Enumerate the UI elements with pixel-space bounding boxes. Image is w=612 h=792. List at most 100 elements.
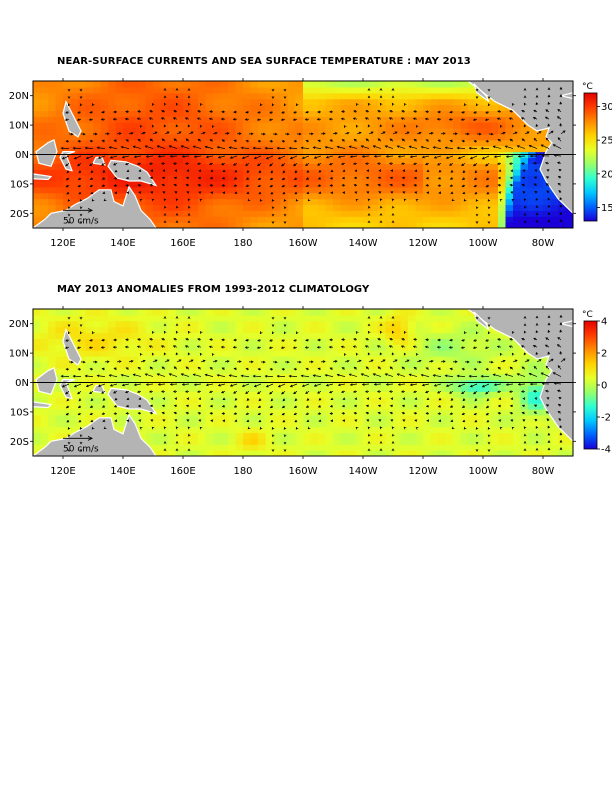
current-arrowhead (283, 96, 287, 100)
current-arrowhead (508, 345, 512, 348)
current-arrowhead (545, 404, 549, 407)
current-arrowhead (403, 102, 407, 106)
current-arrowhead (511, 426, 515, 430)
current-arrowhead (292, 346, 296, 349)
current-arrowhead (161, 338, 165, 341)
current-arrowhead (415, 427, 419, 430)
current-arrowhead (316, 117, 320, 121)
current-arrowhead (172, 162, 176, 165)
current-arrowhead (487, 198, 491, 202)
current-arrowhead (379, 220, 383, 224)
current-arrowhead (547, 204, 551, 208)
current-arrowhead (250, 132, 254, 136)
current-arrowhead (510, 397, 514, 401)
current-arrowhead (163, 87, 167, 91)
current-arrowhead (89, 412, 93, 416)
current-arrowhead (480, 374, 484, 378)
current-arrowhead (341, 367, 345, 370)
current-arrow (361, 145, 370, 149)
current-arrowhead (113, 176, 117, 180)
current-arrowhead (547, 123, 551, 127)
current-arrowhead (77, 184, 81, 188)
current-arrowhead (546, 190, 550, 194)
current-arrowhead (245, 367, 249, 371)
current-arrowhead (348, 373, 352, 377)
current-arrowhead (221, 338, 225, 342)
current-arrowhead (91, 426, 95, 430)
current-arrowhead (65, 184, 69, 188)
current-arrowhead (305, 412, 309, 416)
current-arrowhead (557, 389, 560, 393)
current-arrowhead (118, 360, 122, 363)
current-arrowhead (559, 329, 563, 333)
colorbar-tick-label: -4 (601, 445, 611, 456)
current-arrowhead (250, 360, 254, 364)
current-arrowhead (173, 366, 177, 370)
current-arrowhead (186, 419, 190, 422)
current-arrowhead (461, 391, 464, 395)
current-arrowhead (343, 125, 347, 128)
current-arrow (506, 383, 514, 386)
current-arrowhead (322, 360, 326, 363)
current-arrowhead (330, 397, 334, 401)
current-arrowhead (234, 191, 238, 195)
current-arrowhead (365, 366, 369, 370)
current-arrowhead (397, 383, 401, 386)
current-arrowhead (324, 146, 328, 149)
lon-label: 80W (532, 238, 555, 249)
current-arrowhead (289, 156, 293, 160)
current-arrow (518, 383, 526, 385)
current-arrowhead (403, 330, 407, 334)
current-arrowhead (516, 373, 520, 376)
current-arrowhead (497, 404, 501, 408)
current-arrowhead (151, 102, 155, 106)
current-arrowhead (378, 169, 382, 172)
current-arrowhead (376, 117, 380, 120)
current-arrow (386, 383, 394, 385)
current-arrowhead (329, 176, 333, 180)
current-arrowhead (283, 103, 287, 107)
current-arrowhead (175, 102, 179, 106)
current-arrow (121, 146, 130, 149)
current-arrowhead (463, 426, 467, 430)
current-arrowhead (499, 427, 503, 430)
current-arrow (385, 373, 394, 377)
current-arrowhead (449, 391, 452, 394)
current-arrowhead (341, 338, 345, 341)
current-arrowhead (77, 163, 80, 167)
current-arrowhead (269, 139, 273, 143)
current-arrowhead (360, 373, 364, 376)
current-arrowhead (367, 95, 371, 99)
current-arrowhead (78, 398, 82, 402)
current-arrowhead (101, 412, 105, 416)
current-arrow (446, 383, 454, 387)
current-arrow (266, 155, 274, 160)
current-arrowhead (148, 390, 152, 393)
current-arrowhead (379, 124, 383, 128)
current-arrowhead (376, 345, 380, 348)
current-arrowhead (391, 205, 395, 209)
current-arrowhead (100, 118, 104, 121)
current-arrowhead (413, 404, 417, 408)
current-arrowhead (523, 205, 527, 209)
current-arrowhead (233, 163, 236, 166)
current-arrowhead (498, 191, 502, 194)
current-vectors (60, 86, 566, 224)
current-arrow (517, 373, 526, 377)
current-arrowhead (161, 138, 165, 142)
current-arrowhead (185, 404, 189, 408)
current-arrowhead (522, 419, 526, 422)
current-arrowhead (280, 118, 284, 122)
current-arrowhead (341, 139, 345, 142)
colorbar-tick-label: 30 (601, 102, 612, 113)
current-arrowhead (379, 102, 383, 106)
current-arrowhead (394, 359, 398, 363)
current-arrowhead (330, 419, 334, 423)
current-arrowhead (341, 110, 345, 113)
sst-map-panel: 50 cm/s 20N 10N 0N 10S 20S 120E 140E 160E 180 160W… (0, 70, 612, 274)
current-arrowhead (270, 419, 274, 423)
current-arrowhead (257, 163, 260, 167)
current-arrowhead (281, 367, 285, 371)
current-arrowhead (101, 184, 105, 188)
current-arrowhead (497, 390, 500, 394)
